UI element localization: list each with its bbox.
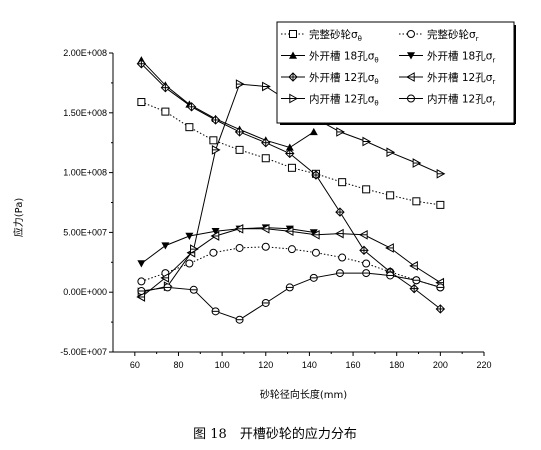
figure-caption: 图 18 开槽砂轮的应力分布 [193,426,357,442]
square-marker [289,30,297,38]
legend-item: 外开槽 12孔σr [399,71,495,86]
legend-item: 外开槽 18孔σr [399,50,495,65]
legend-label: 完整砂轮σr [427,28,479,43]
x-tick-label: 120 [258,360,273,370]
triangle-up-marker [285,143,294,151]
y-tick-label: 1.00E+008 [63,168,107,178]
x-tick-label: 140 [302,360,317,370]
x-tick-label: 180 [389,360,404,370]
x-tick-label: 100 [215,360,230,370]
legend-label: 外开槽 18孔σθ [309,50,379,65]
square-marker [338,178,347,187]
x-axis-title: 砂轮径向长度(mm) [260,388,347,401]
triangle-down-marker [211,228,220,236]
circle-marker [185,259,194,268]
series-0 [137,98,445,209]
square-marker [362,185,371,194]
y-tick-label: 0.00E+000 [63,287,107,297]
square-marker [436,200,445,209]
square-marker [161,107,170,116]
square-marker [287,163,296,172]
legend-label: 内开槽 12孔σr [427,93,495,108]
square-marker [386,191,395,200]
x-tick-label: 60 [130,360,140,370]
x-tick-label: 80 [173,360,183,370]
circle-marker [311,248,320,257]
legend-item: 完整砂轮σr [399,28,479,43]
legend-item: 内开槽 12孔σr [399,93,495,108]
y-axis-title: 应力(Pa) [12,198,25,238]
series-line [141,227,314,264]
circle-marker [338,253,347,262]
legend-item: 完整砂轮σθ [281,28,362,43]
triangle-down-marker [185,232,194,240]
x-tick-label: 200 [433,360,448,370]
legend-label: 外开槽 12孔σr [427,71,495,86]
triangle-up-marker [309,127,318,136]
circle-marker [407,30,415,38]
triangle-down-marker [407,52,415,60]
series-7 [137,269,445,324]
circle-marker [235,243,244,252]
legend-box [276,21,515,124]
triangle-down-marker [137,260,146,268]
square-marker [185,123,194,132]
y-tick-label: -5.00E+007 [60,347,107,357]
series-line [141,59,315,149]
x-tick-label: 160 [346,360,361,370]
circle-marker [137,277,146,286]
circle-marker [209,248,218,257]
circle-marker [362,259,371,268]
triangle-up-marker [289,51,297,59]
legend-item: 内开槽 12孔σθ [281,93,379,108]
legend-label: 外开槽 12孔σθ [309,71,379,86]
square-marker [209,136,218,145]
legend-item: 外开槽 18孔σθ [281,50,379,65]
legend-label: 内开槽 12孔σθ [309,93,379,108]
series-4 [136,59,446,314]
circle-marker [287,245,296,254]
square-marker [137,98,146,107]
y-tick-label: 5.00E+007 [63,227,107,237]
square-marker [261,154,270,163]
y-tick-label: 1.50E+008 [63,108,107,118]
triangle-down-marker [161,242,170,250]
legend-label: 外开槽 18孔σr [427,50,495,65]
legend-item: 外开槽 12孔σθ [281,71,379,86]
circle-marker [261,242,270,251]
series-line [141,272,441,321]
legend-label: 完整砂轮σθ [309,28,362,43]
square-marker [412,197,421,206]
square-marker [235,145,244,154]
legend: 完整砂轮σθ 完整砂轮σr 外开槽 18孔σθ 外开槽 18孔σr 外开槽 12孔σθ 外… [276,21,516,125]
x-tick-label: 220 [476,360,491,370]
triangle-down-marker [309,229,318,237]
y-tick-label: 2.00E+008 [63,48,107,58]
